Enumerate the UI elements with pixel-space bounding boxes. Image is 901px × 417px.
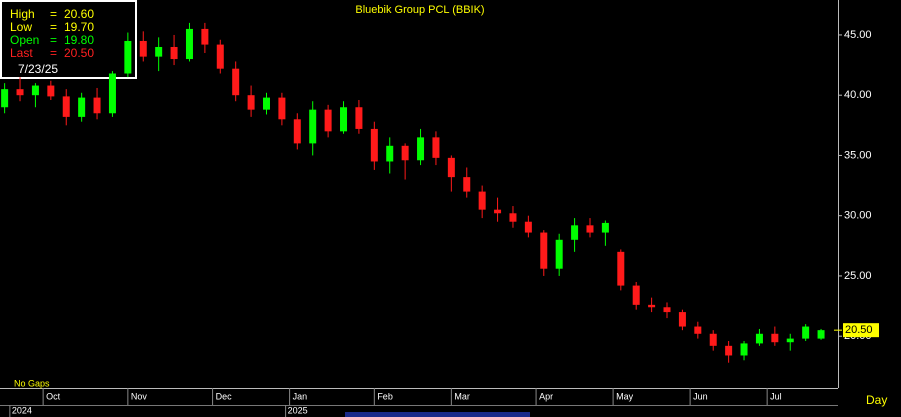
candle-body — [586, 225, 594, 233]
candle-body — [432, 137, 440, 158]
candle-body — [62, 96, 70, 117]
year-label: 2024 — [12, 405, 32, 415]
candle-body — [324, 109, 332, 132]
candle-body — [417, 137, 425, 161]
candle-body — [247, 95, 255, 110]
x-tick-label: Feb — [377, 391, 393, 401]
info-value: 20.50 — [64, 46, 94, 60]
info-value: 19.70 — [64, 20, 94, 34]
x-tick-label: Mar — [454, 391, 470, 401]
y-tick-label: 45.00 — [844, 29, 872, 41]
candle-body — [802, 326, 810, 339]
info-value: 19.80 — [64, 33, 94, 47]
candle-body — [78, 97, 86, 117]
info-label: High — [10, 7, 35, 21]
candle-body — [170, 46, 178, 60]
x-tick-label: Apr — [539, 391, 553, 401]
candle-body — [463, 177, 471, 192]
y-tick-label: 25.00 — [844, 270, 872, 282]
period: Day — [866, 393, 887, 407]
candle-body — [540, 232, 548, 269]
candle-body — [93, 97, 101, 114]
candle-body — [108, 73, 116, 114]
candle-body — [509, 213, 517, 222]
candle-body — [386, 145, 394, 162]
info-value: 20.60 — [64, 7, 94, 21]
candle-body — [47, 85, 55, 97]
info-eq: = — [50, 20, 57, 34]
y-tick-label: 30.00 — [844, 210, 872, 222]
x-tick-label: Jun — [693, 391, 708, 401]
info-date: 7/23/25 — [18, 62, 58, 76]
scrollbar — [345, 412, 530, 417]
candle-body — [293, 119, 301, 144]
candle-body — [555, 239, 563, 269]
year-label: 2025 — [288, 405, 308, 415]
last-marker-box — [843, 323, 879, 338]
candle-body — [155, 46, 163, 57]
last-marker-label: 20.50 — [845, 324, 873, 336]
candle-body — [216, 44, 224, 69]
candle-body — [309, 109, 317, 144]
candle-body — [478, 191, 486, 210]
candle-body — [786, 338, 794, 343]
chart-title: Bluebik Group PCL (BBIK) — [355, 4, 484, 16]
candle-body — [740, 343, 748, 356]
candle-body — [524, 221, 532, 233]
candle-body — [355, 107, 363, 129]
x-tick-label: May — [616, 391, 634, 401]
candle-body — [494, 209, 502, 214]
candle-body — [709, 333, 717, 346]
info-label: Last — [10, 46, 33, 60]
x-tick-label: Dec — [216, 391, 233, 401]
info-label: Open — [10, 33, 39, 47]
candle-body — [16, 89, 24, 96]
candle-body — [725, 345, 733, 356]
candle-body — [1, 89, 9, 108]
candle-body — [340, 107, 348, 132]
candle-body — [262, 97, 270, 110]
candle-body — [755, 333, 763, 344]
info-eq: = — [50, 46, 57, 60]
x-tick-label: Jan — [293, 391, 308, 401]
info-eq: = — [50, 33, 57, 47]
info-label: Low — [10, 20, 32, 34]
candle-body — [632, 285, 640, 305]
x-tick-label: Jul — [770, 391, 782, 401]
candle-body — [278, 97, 286, 120]
candle-body — [663, 307, 671, 313]
candle-body — [617, 251, 625, 286]
candle-body — [447, 157, 455, 178]
candle-body — [694, 326, 702, 334]
info-box — [0, 0, 137, 79]
x-tick-label: Nov — [131, 391, 148, 401]
candle-body — [139, 40, 147, 57]
candle-body — [232, 68, 240, 96]
candle-body — [601, 222, 609, 233]
x-tick-label: Oct — [46, 391, 61, 401]
candle-body — [401, 145, 409, 161]
info-eq: = — [50, 7, 57, 21]
candle-body — [678, 312, 686, 327]
candle-body — [648, 304, 656, 308]
candle-body — [771, 333, 779, 343]
candle-body — [370, 128, 378, 162]
note: No Gaps — [14, 378, 50, 388]
candle-body — [817, 330, 825, 339]
candle-body — [201, 28, 209, 45]
candle-body — [571, 225, 579, 240]
candle-body — [31, 85, 39, 96]
candle-body — [124, 40, 132, 74]
y-tick-label: 35.00 — [844, 149, 872, 161]
y-tick-label: 40.00 — [844, 89, 872, 101]
candle-body — [185, 28, 193, 60]
